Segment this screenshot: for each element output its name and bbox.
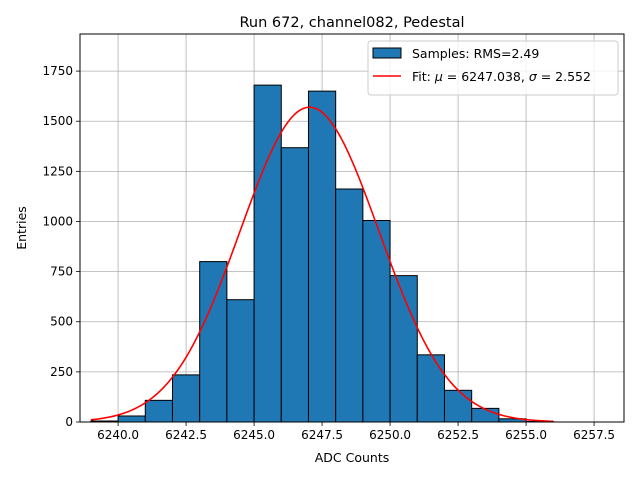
histogram-bar	[117, 415, 146, 423]
y-axis-ticks: 0 250 500 750 1000 1250 1500 1750	[42, 64, 80, 429]
histogram-bar	[443, 389, 473, 423]
histogram-bar	[307, 90, 337, 423]
legend-fit-label: Fit: μ = 6247.038, σ = 2.552	[412, 69, 591, 84]
x-tick-label: 6242.5	[165, 428, 207, 442]
fit-curve-group	[90, 106, 554, 423]
y-tick-label: 1000	[42, 214, 73, 228]
legend-fit-sigma-value: = 2.552	[537, 69, 591, 84]
x-tick-label: 6257.5	[573, 428, 615, 442]
fit-curve	[90, 106, 554, 423]
x-tick-label: 6250.0	[369, 428, 411, 442]
x-tick-label: 6247.5	[301, 428, 343, 442]
histogram-bar	[199, 261, 228, 423]
x-axis-label: ADC Counts	[315, 450, 390, 465]
chart-title: Run 672, channel082, Pedestal	[239, 15, 464, 31]
histogram-bar	[253, 84, 282, 423]
legend-fit-label-prefix: Fit:	[412, 69, 435, 84]
histogram-bar	[416, 354, 445, 423]
y-axis-label: Entries	[14, 206, 29, 250]
y-tick-label: 500	[50, 315, 73, 329]
y-tick-label: 1500	[42, 114, 73, 128]
legend-fit-sigma-symbol: σ	[529, 69, 538, 84]
y-tick-label: 0	[65, 415, 73, 429]
x-tick-label: 6252.5	[437, 428, 479, 442]
legend-bar-swatch	[372, 47, 402, 59]
plot-frame	[79, 33, 625, 423]
x-tick-label: 6240.0	[97, 428, 139, 442]
x-tick-label: 6255.0	[505, 428, 547, 442]
histogram-bar	[171, 374, 201, 423]
y-tick-label: 250	[50, 365, 73, 379]
y-tick-label: 1750	[42, 64, 73, 78]
histogram-bar	[144, 399, 173, 423]
histogram-bar	[280, 147, 309, 423]
legend-bar-label: Samples: RMS=2.49	[412, 46, 539, 61]
y-tick-label: 750	[50, 265, 73, 279]
histogram-bars	[90, 84, 554, 423]
legend: Samples: RMS=2.49 Fit: μ = 6247.038, σ =…	[367, 40, 619, 96]
y-tick-label: 1250	[42, 164, 73, 178]
histogram-bar	[226, 299, 255, 423]
legend-fit-mu-symbol: μ	[434, 69, 443, 84]
histogram-bar	[335, 188, 364, 423]
x-axis-ticks: 6240.0 6242.5 6245.0 6247.5 6250.0 6252.5 6255…	[97, 422, 615, 442]
histogram-bar	[471, 407, 500, 423]
legend-box	[367, 40, 619, 96]
legend-fit-mu-value: = 6247.038,	[443, 69, 529, 84]
x-tick-label: 6245.0	[233, 428, 275, 442]
